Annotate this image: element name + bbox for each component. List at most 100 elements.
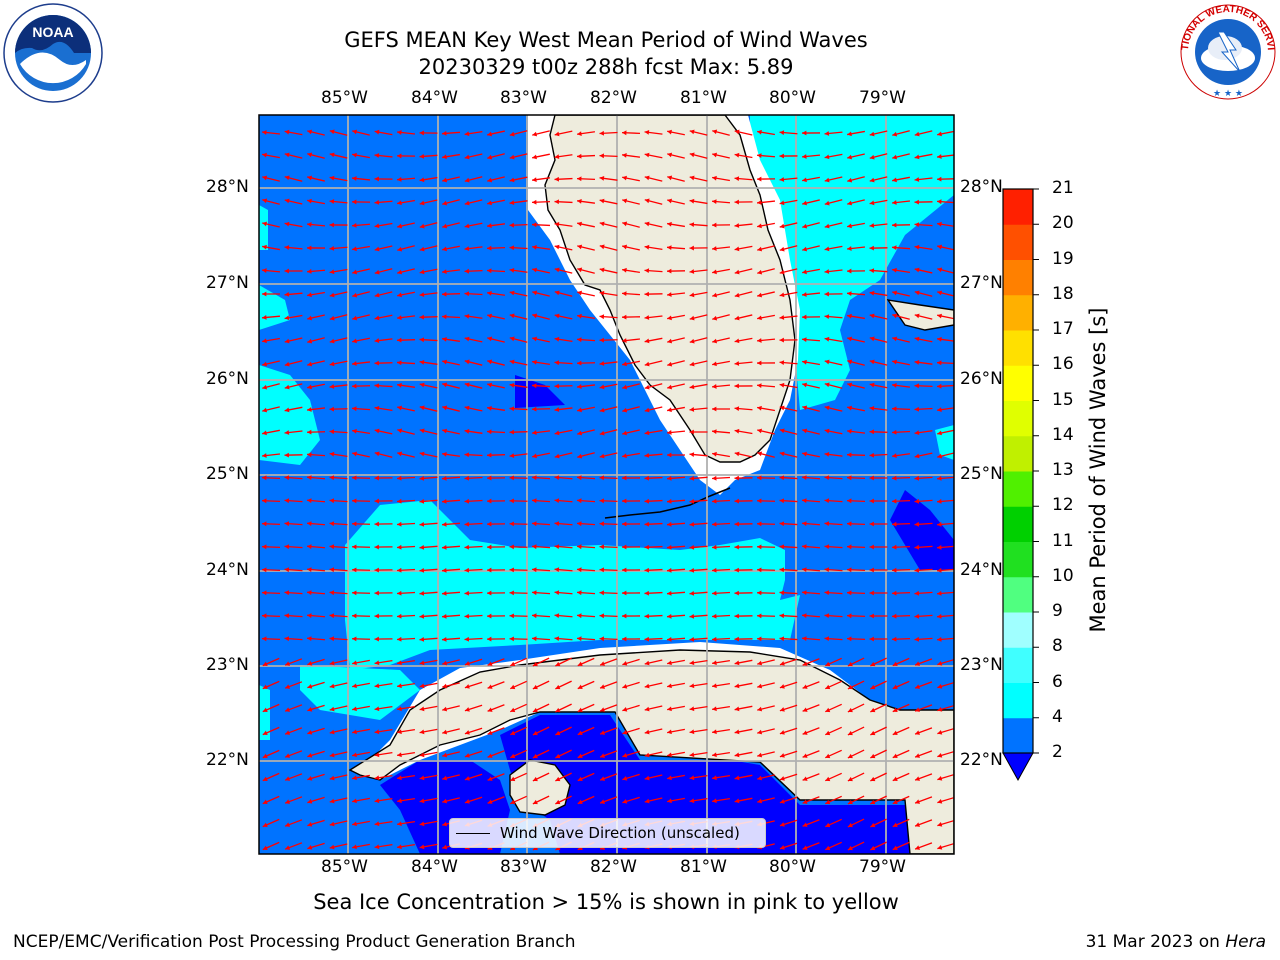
- direction-arrow: [779, 613, 798, 619]
- direction-arrow: [487, 773, 505, 781]
- direction-arrow: [824, 382, 843, 389]
- direction-arrow: [396, 636, 416, 642]
- direction-arrow: [441, 451, 461, 457]
- direction-arrow: [599, 773, 618, 781]
- direction-arrow: [869, 613, 888, 619]
- direction-arrow: [802, 268, 820, 275]
- direction-arrow: [892, 153, 910, 160]
- direction-arrow: [914, 452, 933, 459]
- direction-arrow: [756, 153, 776, 159]
- direction-arrow: [555, 795, 572, 805]
- direction-arrow: [509, 130, 528, 137]
- direction-arrow: [487, 750, 505, 758]
- direction-arrow: [914, 475, 933, 481]
- direction-arrow: [509, 406, 528, 412]
- direction-arrow: [306, 498, 326, 504]
- direction-arrow: [284, 129, 303, 136]
- direction-arrow: [442, 428, 460, 435]
- direction-arrow: [284, 314, 303, 321]
- lon-label: 81°W: [680, 88, 727, 108]
- direction-arrow: [599, 452, 618, 459]
- direction-arrow: [262, 657, 280, 667]
- lat-label: 23°N: [206, 655, 249, 675]
- direction-arrow: [644, 797, 663, 804]
- direction-arrow: [689, 314, 708, 321]
- direction-arrow: [644, 498, 663, 504]
- direction-arrow: [397, 797, 415, 804]
- direction-arrow: [397, 268, 415, 275]
- direction-arrow: [734, 498, 753, 504]
- colorbar-tick-label: 16: [1052, 354, 1074, 375]
- direction-arrow: [306, 613, 326, 619]
- direction-arrow: [870, 749, 887, 759]
- direction-arrow: [464, 359, 483, 366]
- direction-arrow: [914, 313, 933, 320]
- direction-arrow: [892, 841, 910, 851]
- direction-arrow: [531, 590, 551, 596]
- legend-line-sample: [456, 832, 490, 834]
- direction-arrow: [869, 498, 888, 504]
- direction-arrow: [711, 567, 731, 573]
- direction-arrow: [937, 727, 954, 735]
- direction-arrow: [329, 360, 348, 367]
- direction-arrow: [397, 405, 415, 412]
- direction-arrow: [486, 521, 506, 527]
- direction-arrow: [712, 451, 730, 458]
- direction-arrow: [554, 429, 573, 436]
- direction-arrow: [374, 245, 393, 252]
- direction-arrow: [779, 819, 798, 827]
- direction-arrow: [666, 567, 686, 573]
- direction-arrow: [599, 290, 618, 297]
- direction-arrow: [869, 567, 888, 573]
- direction-arrow: [374, 291, 393, 298]
- direction-arrow: [487, 176, 505, 183]
- direction-arrow: [577, 795, 595, 805]
- direction-arrow: [644, 244, 663, 251]
- direction-arrow: [869, 336, 888, 343]
- direction-arrow: [464, 590, 483, 596]
- direction-arrow: [554, 290, 573, 297]
- footer-date-text: 31 Mar 2023 on: [1085, 932, 1226, 952]
- direction-arrow: [689, 198, 708, 205]
- direction-arrow: [554, 176, 573, 182]
- direction-arrow: [306, 590, 326, 596]
- direction-arrow: [801, 130, 821, 136]
- direction-arrow: [846, 498, 866, 504]
- direction-arrow: [892, 176, 910, 183]
- direction-arrow: [892, 772, 910, 782]
- direction-arrow: [464, 382, 483, 389]
- direction-arrow: [869, 590, 888, 596]
- direction-arrow: [486, 290, 506, 296]
- direction-arrow: [442, 751, 460, 758]
- direction-arrow: [622, 704, 640, 712]
- direction-arrow: [419, 382, 438, 389]
- direction-arrow: [847, 176, 865, 183]
- direction-arrow: [577, 772, 595, 782]
- direction-arrow: [509, 313, 528, 320]
- direction-arrow: [576, 590, 596, 596]
- direction-arrow: [666, 521, 686, 527]
- direction-arrow: [374, 521, 393, 527]
- direction-arrow: [779, 222, 798, 229]
- direction-arrow: [825, 749, 842, 759]
- direction-arrow: [329, 314, 348, 321]
- lat-label: 26°N: [960, 369, 1003, 389]
- direction-arrow: [487, 681, 505, 689]
- direction-arrow: [644, 682, 663, 689]
- direction-arrow: [306, 407, 326, 412]
- direction-arrow: [396, 360, 416, 366]
- direction-arrow: [396, 176, 416, 182]
- direction-arrow: [374, 338, 393, 343]
- direction-arrow: [667, 659, 685, 666]
- direction-arrow: [441, 567, 461, 573]
- direction-arrow: [689, 636, 708, 642]
- direction-arrow: [374, 797, 393, 804]
- direction-arrow: [802, 382, 820, 389]
- direction-arrow: [802, 842, 820, 850]
- lat-label: 27°N: [960, 273, 1003, 293]
- direction-arrow: [644, 198, 663, 205]
- direction-arrow: [824, 199, 843, 206]
- direction-arrow: [555, 726, 572, 736]
- direction-arrow: [622, 452, 640, 459]
- direction-arrow: [914, 567, 933, 573]
